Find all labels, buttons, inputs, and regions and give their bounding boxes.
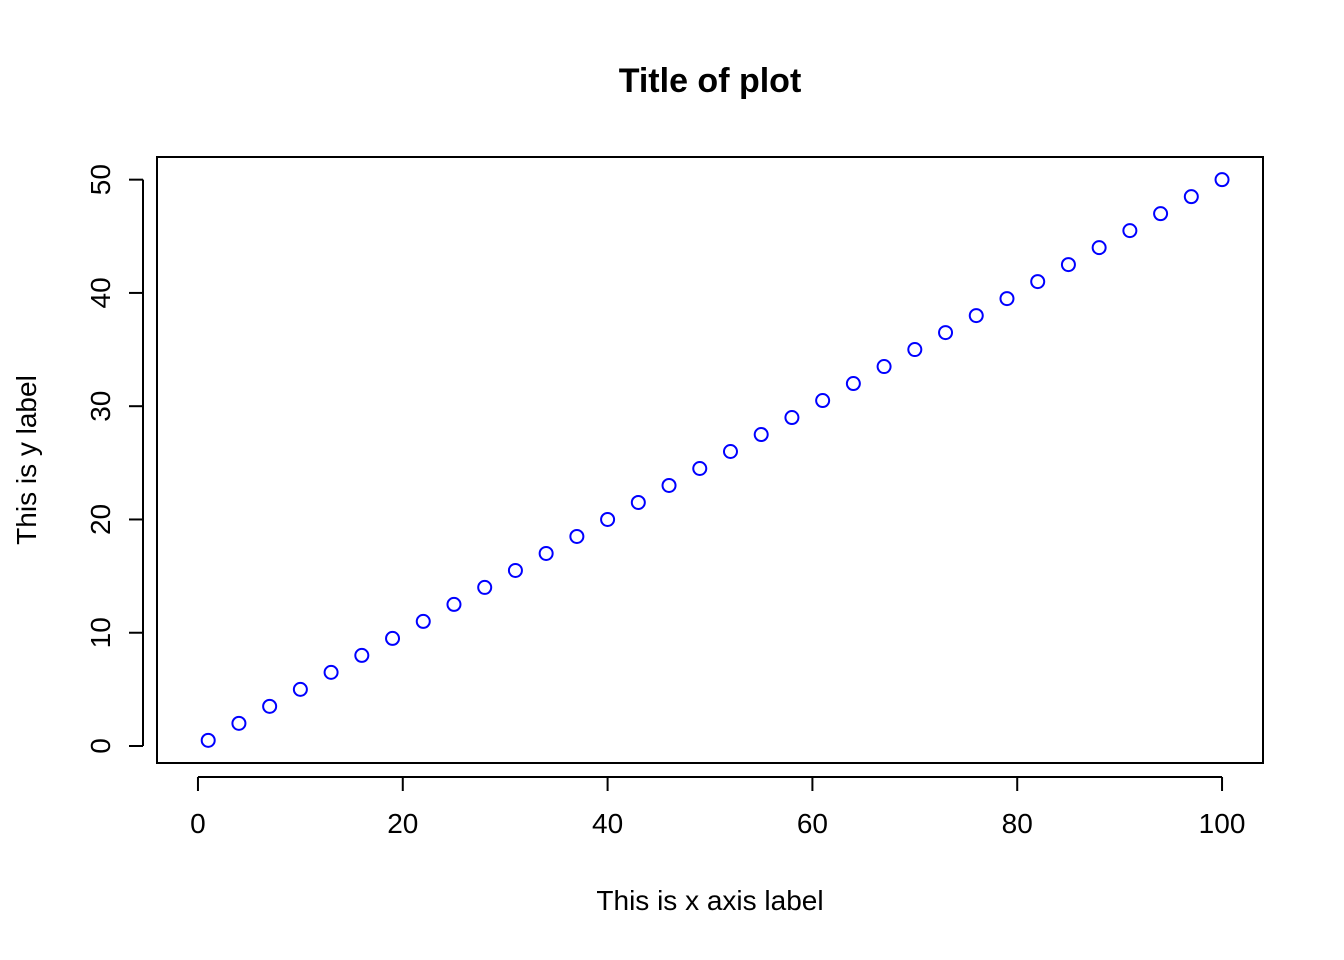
data-point xyxy=(815,393,831,409)
x-tick-label: 20 xyxy=(387,808,418,839)
data-point xyxy=(292,681,308,697)
data-point xyxy=(907,342,923,358)
data-point xyxy=(1183,189,1199,205)
x-tick-label: 0 xyxy=(190,808,206,839)
data-point xyxy=(415,613,431,629)
data-point xyxy=(477,579,493,595)
x-tick-label: 60 xyxy=(797,808,828,839)
data-point xyxy=(569,528,585,544)
x-tick-label: 40 xyxy=(592,808,623,839)
y-tick-label: 40 xyxy=(85,277,116,308)
y-tick-label: 50 xyxy=(85,164,116,195)
data-point xyxy=(385,630,401,646)
x-tick-label: 100 xyxy=(1199,808,1246,839)
data-point xyxy=(1030,274,1046,290)
data-point xyxy=(845,376,861,392)
data-point xyxy=(1091,240,1107,256)
data-point xyxy=(1122,223,1138,239)
data-point xyxy=(1060,257,1076,273)
x-tick-label: 80 xyxy=(1002,808,1033,839)
data-point xyxy=(354,647,370,663)
data-point xyxy=(1153,206,1169,222)
data-point xyxy=(722,444,738,460)
data-point xyxy=(200,732,216,748)
y-tick-label: 0 xyxy=(85,738,116,754)
data-point xyxy=(1214,172,1230,188)
data-point xyxy=(507,562,523,578)
data-point xyxy=(446,596,462,612)
data-point xyxy=(661,477,677,493)
x-axis: 0 20 40 60 80 100 xyxy=(190,776,1246,839)
data-point xyxy=(753,427,769,443)
chart-title: Title of plot xyxy=(619,62,802,100)
data-point xyxy=(600,511,616,527)
plot-frame xyxy=(156,156,1264,764)
y-tick-label: 30 xyxy=(85,391,116,422)
y-tick-label: 20 xyxy=(85,504,116,535)
y-tick-label: 10 xyxy=(85,617,116,648)
data-point xyxy=(538,545,554,561)
data-point xyxy=(968,308,984,324)
data-point xyxy=(999,291,1015,307)
data-point xyxy=(938,325,954,341)
data-points xyxy=(200,172,1230,748)
data-point xyxy=(876,359,892,375)
data-point xyxy=(630,494,646,510)
data-point xyxy=(323,664,339,680)
y-axis: 0 10 20 30 40 50 xyxy=(85,164,144,754)
data-point xyxy=(231,715,247,731)
y-axis-label: This is y label xyxy=(11,375,42,545)
data-point xyxy=(692,460,708,476)
x-axis-label: This is x axis label xyxy=(596,885,823,916)
data-point xyxy=(784,410,800,426)
data-point xyxy=(262,698,278,714)
